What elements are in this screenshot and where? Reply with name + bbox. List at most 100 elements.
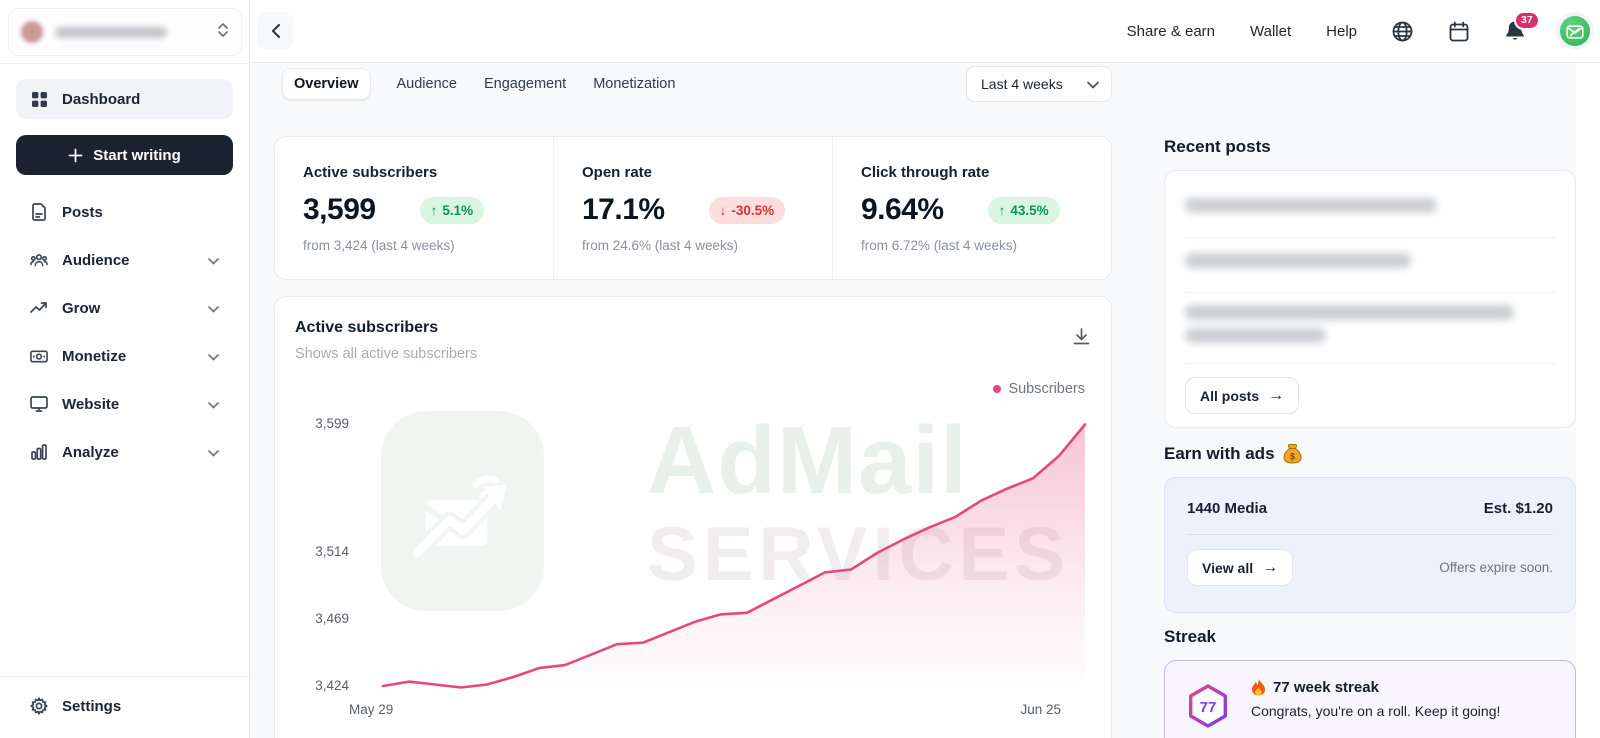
y-axis: 3,599 3,514 3,469 3,424 (291, 414, 349, 698)
chart-legend: Subscribers (993, 381, 1085, 397)
list-item[interactable] (1185, 293, 1555, 364)
tab-audience[interactable]: Audience (396, 76, 457, 92)
sidebar-item-label: Audience (62, 251, 130, 269)
chevron-down-icon (208, 300, 219, 317)
arrow-right-icon: → (1268, 386, 1285, 404)
fire-icon (1252, 678, 1265, 696)
arrow-right-icon: → (1262, 558, 1279, 576)
tab-monetization[interactable]: Monetization (593, 76, 676, 92)
right-panel: Recent posts All posts → Earn with ads $ (1164, 63, 1576, 738)
streak-heading: Streak (1164, 627, 1216, 646)
recent-posts-card: All posts → (1164, 170, 1576, 428)
money-bag-icon: $ (1283, 444, 1302, 464)
help-link[interactable]: Help (1326, 22, 1357, 40)
globe-icon[interactable] (1392, 21, 1413, 42)
chevron-down-icon (208, 396, 219, 413)
stat-baseline: from 3,424 (last 4 weeks) (303, 238, 455, 253)
change-badge-down: ↓ -30.5% (708, 196, 786, 224)
notification-badge: 37 (1514, 10, 1540, 30)
stat-open-rate: Open rate 17.1% ↓ -30.5% from 24.6% (last… (553, 137, 832, 279)
all-posts-button[interactable]: All posts → (1185, 377, 1300, 414)
sidebar-item-posts[interactable]: Posts (16, 192, 233, 232)
sidebar-item-grow[interactable]: Grow (16, 288, 233, 328)
workspace-selector[interactable] (8, 8, 242, 56)
monitor-icon (30, 395, 48, 413)
recent-posts-heading: Recent posts (1164, 137, 1271, 156)
chevron-updown-icon (217, 22, 229, 43)
chart-subtitle: Shows all active subscribers (295, 346, 478, 362)
gear-icon (30, 697, 48, 715)
share-earn-link[interactable]: Share & earn (1126, 22, 1216, 40)
post-title-redacted (1185, 305, 1515, 320)
wallet-link[interactable]: Wallet (1250, 22, 1292, 40)
streak-badge-hexagon: 77 (1185, 683, 1231, 733)
tabs-row: Overview Audience Engagement Monetizatio… (250, 63, 1164, 105)
sidebar: Dashboard Start writing Posts Audience G… (0, 0, 250, 738)
streak-count: 77 (1200, 699, 1217, 716)
chevron-down-icon (1087, 76, 1099, 92)
bar-chart-icon (30, 443, 48, 461)
sidebar-collapse-button[interactable] (257, 12, 293, 50)
offers-expire-note: Offers expire soon. (1439, 560, 1553, 575)
offer-row: 1440 Media Est. $1.20 (1187, 478, 1553, 535)
x-axis-end-label: Jun 25 (1020, 702, 1061, 717)
tab-overview[interactable]: Overview (283, 69, 370, 99)
sidebar-item-monetize[interactable]: Monetize (16, 336, 233, 376)
stat-value: 9.64% (861, 193, 944, 226)
streak-card: 77 77 week streak Congrats, you're on a … (1164, 660, 1576, 738)
calendar-icon[interactable] (1448, 21, 1469, 42)
sidebar-item-label: Posts (62, 203, 103, 221)
chart-title: Active subscribers (295, 319, 439, 336)
sidebar-item-audience[interactable]: Audience (16, 240, 233, 280)
divider (0, 676, 249, 677)
y-axis-tick: 3,599 (315, 416, 349, 431)
sidebar-item-label: Dashboard (62, 90, 141, 108)
change-badge-up: ↑ 43.5% (987, 196, 1060, 224)
post-title-redacted (1185, 328, 1326, 343)
chevron-down-icon (208, 348, 219, 365)
chevron-down-icon (208, 444, 219, 461)
sidebar-item-settings[interactable]: Settings (16, 686, 233, 726)
workspace-name-redacted (55, 26, 167, 38)
workspace-avatar (21, 21, 43, 43)
stat-baseline: from 24.6% (last 4 weeks) (582, 238, 739, 253)
x-axis-start-label: May 29 (349, 702, 394, 717)
plus-icon (68, 148, 83, 162)
earn-with-ads-heading: Earn with ads $ (1164, 443, 1302, 464)
stats-summary-card: Active subscribers 3,599 ↑ 5.1% from 3,42… (274, 136, 1112, 280)
avatar[interactable] (1560, 16, 1590, 46)
period-dropdown[interactable]: Last 4 weeks (966, 66, 1112, 102)
cash-icon (30, 347, 48, 365)
y-axis-tick: 3,424 (315, 678, 349, 693)
stat-value: 17.1% (582, 193, 665, 226)
watermark-text: AdMail SERVICES (647, 407, 1070, 597)
sidebar-item-dashboard[interactable]: Dashboard (16, 79, 233, 119)
arrow-down-icon: ↓ (719, 202, 727, 218)
change-badge-up: ↑ 5.1% (419, 196, 485, 224)
download-icon[interactable] (1072, 327, 1091, 349)
envelope-logo-icon (1566, 24, 1584, 39)
list-item[interactable] (1185, 171, 1555, 238)
start-writing-button[interactable]: Start writing (16, 135, 233, 175)
stat-value: 3,599 (303, 193, 376, 226)
chevron-down-icon (208, 252, 219, 269)
view-all-button[interactable]: View all → (1187, 549, 1294, 586)
legend-dot (993, 385, 1002, 393)
sidebar-item-analyze[interactable]: Analyze (16, 432, 233, 472)
stat-baseline: from 6.72% (last 4 weeks) (861, 238, 1018, 253)
earn-offer-card: 1440 Media Est. $1.20 View all → Offers … (1164, 477, 1576, 613)
svg-text:$: $ (1290, 452, 1295, 462)
dashboard-grid-icon (30, 90, 48, 108)
tab-engagement[interactable]: Engagement (483, 76, 567, 92)
post-title-redacted (1185, 253, 1411, 268)
post-title-redacted (1185, 198, 1437, 213)
analytics-tabs: Overview Audience Engagement Monetizatio… (250, 63, 1164, 105)
subscribers-chart-card: Active subscribers Shows all active subs… (274, 296, 1112, 738)
sidebar-item-website[interactable]: Website (16, 384, 233, 424)
document-icon (30, 203, 48, 221)
bell-icon[interactable]: 37 (1504, 10, 1540, 42)
list-item[interactable] (1185, 238, 1555, 293)
sidebar-item-label: Settings (62, 697, 122, 715)
streak-title: 77 week streak (1251, 678, 1500, 696)
